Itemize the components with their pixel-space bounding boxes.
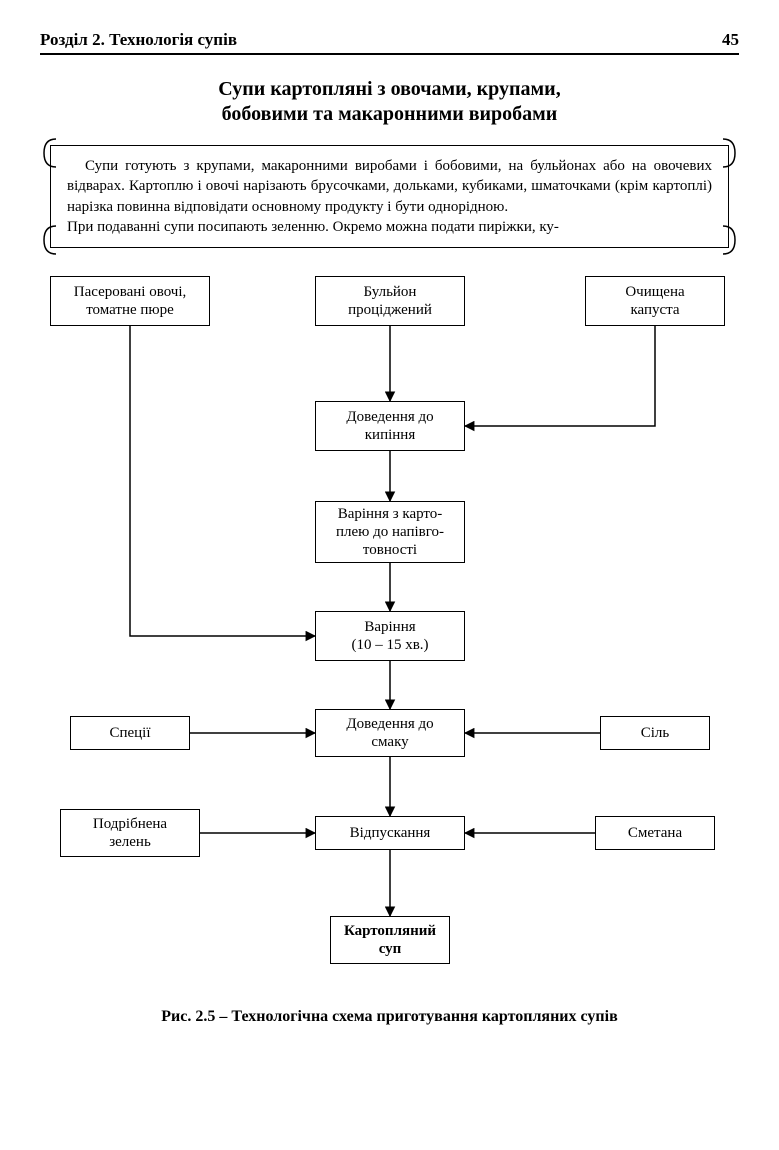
flow-node-n_veg: Пасеровані овочі, томатне пюре: [50, 276, 210, 326]
flow-node-n_soup: Картопляний суп: [330, 916, 450, 964]
flow-node-n_salt: Сіль: [600, 716, 710, 750]
intro-text: Супи готують з крупами, макаронними виро…: [50, 145, 729, 248]
bracket-corner-icon: [723, 137, 737, 169]
intro-box: Супи готують з крупами, макаронними виро…: [50, 145, 729, 248]
bracket-corner-icon: [42, 224, 56, 256]
page: Розділ 2. Технологія супів 45 Супи карто…: [0, 0, 779, 1150]
flow-node-n_green: Подрібнена зелень: [60, 809, 200, 857]
flow-node-n_cabbage: Очищена капуста: [585, 276, 725, 326]
figure-caption: Рис. 2.5 – Технологічна схема приготуван…: [40, 1008, 739, 1026]
title-line-1: Супи картопляні з овочами, крупами,: [40, 77, 739, 102]
page-header: Розділ 2. Технологія супів 45: [40, 30, 739, 55]
flow-node-n_smetana: Сметана: [595, 816, 715, 850]
flowchart: Пасеровані овочі, томатне пюре Бульйон пр…: [40, 276, 740, 996]
section-title: Розділ 2. Технологія супів: [40, 30, 237, 50]
page-title: Супи картопляні з овочами, крупами, бобо…: [40, 77, 739, 127]
flow-node-n_cook2: Варіння (10 – 15 хв.): [315, 611, 465, 661]
flow-node-n_spice: Спеції: [70, 716, 190, 750]
title-line-2: бобовими та макаронними виробами: [40, 102, 739, 127]
flow-node-n_cook: Варіння з карто- плею до напівго- товнос…: [315, 501, 465, 563]
flow-edge: [465, 326, 655, 426]
flow-node-n_boil: Доведення до кипіння: [315, 401, 465, 451]
bracket-corner-icon: [42, 137, 56, 169]
flow-node-n_broth: Бульйон проціджений: [315, 276, 465, 326]
flow-node-n_serve: Відпускання: [315, 816, 465, 850]
page-number: 45: [722, 30, 739, 50]
bracket-corner-icon: [723, 224, 737, 256]
flow-node-n_taste: Доведення до смаку: [315, 709, 465, 757]
flow-edge: [130, 326, 315, 636]
